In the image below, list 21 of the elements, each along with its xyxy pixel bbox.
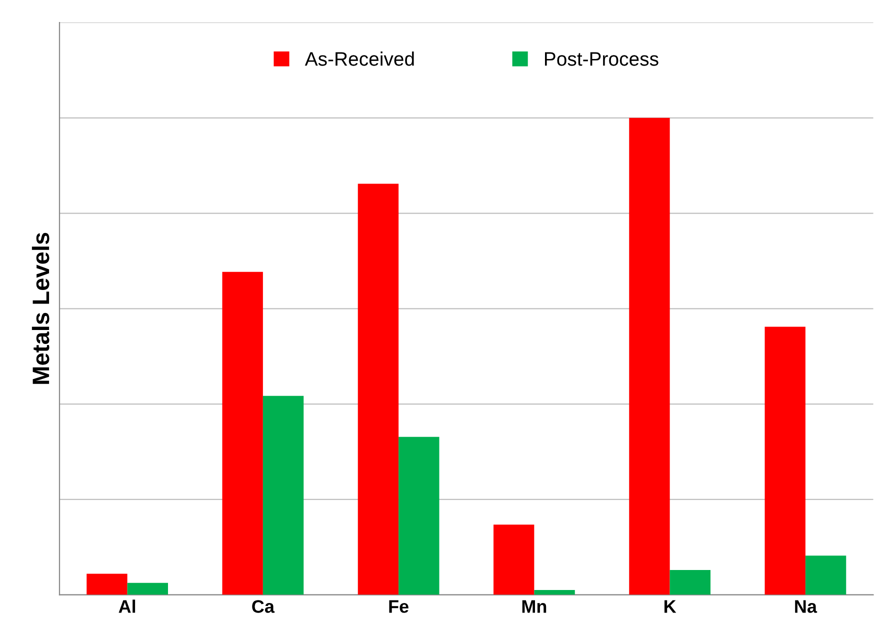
bar	[764, 326, 806, 595]
x-tick-label: Mn	[522, 600, 546, 613]
bar	[534, 590, 575, 595]
bar	[262, 396, 304, 595]
x-tick-label: Na	[795, 600, 818, 613]
bar	[127, 582, 168, 595]
bar	[629, 118, 670, 595]
bar	[670, 570, 710, 595]
bar	[494, 524, 534, 595]
x-tick-label: Ca	[252, 600, 275, 613]
bar	[805, 556, 846, 595]
x-tick-label: Al	[118, 600, 136, 613]
bar	[398, 436, 440, 595]
bar	[358, 184, 399, 595]
legend-label: Post-Process	[544, 52, 658, 66]
bar	[86, 574, 128, 595]
x-tick-label: Fe	[389, 600, 408, 613]
legend-label: As-Received	[304, 52, 414, 66]
bar	[222, 272, 263, 595]
x-tick-label: K	[664, 600, 676, 613]
y-axis-title: Metals Levels	[32, 232, 50, 384]
